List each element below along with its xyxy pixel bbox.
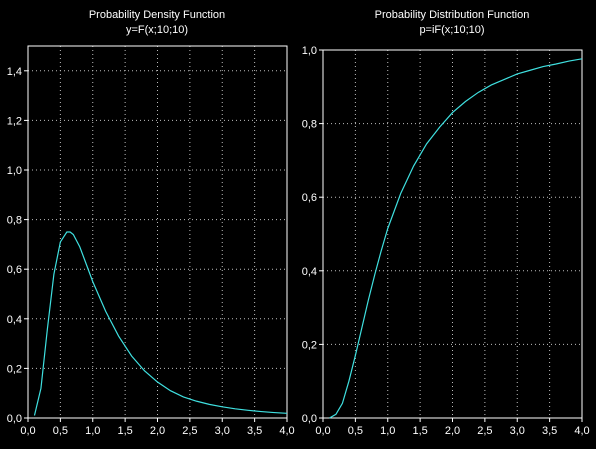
cdf-y-tick-label: 1,0 <box>302 45 317 57</box>
cdf-y-tick-label: 0,6 <box>302 192 317 204</box>
pdf-subtitle: y=F(x;10;10) <box>126 24 188 36</box>
pdf-y-tick-label: 1,0 <box>7 165 22 177</box>
pdf-series-line <box>33 231 288 416</box>
cdf-x-tick-label: 3,0 <box>510 425 525 437</box>
cdf-title: Probability Distribution Function <box>375 9 530 21</box>
pdf-x-tick-label: 1,5 <box>117 425 132 437</box>
pdf-x-tick-label: 0,5 <box>53 425 68 437</box>
pdf-y-tick-label: 0,8 <box>7 215 22 227</box>
pdf-y-tick-label: 0,2 <box>7 363 22 375</box>
pdf-x-tick-label: 1,0 <box>85 425 100 437</box>
cdf-x-tick-label: 4,0 <box>574 425 589 437</box>
cdf-panel: Probability Distribution Function p=iF(x… <box>302 9 590 437</box>
cdf-y-tick-label: 0,4 <box>302 266 317 278</box>
cdf-x-tick-label: 0,0 <box>315 425 330 437</box>
pdf-y-tick-label: 1,4 <box>7 66 22 78</box>
cdf-x-tick-label: 3,5 <box>542 425 557 437</box>
cdf-x-tick-label: 0,5 <box>348 425 363 437</box>
cdf-y-tick-label: 0,0 <box>302 413 317 425</box>
pdf-title: Probability Density Function <box>89 9 225 21</box>
pdf-x-tick-label: 3,5 <box>247 425 262 437</box>
pdf-y-tick-label: 0,0 <box>7 413 22 425</box>
cdf-x-tick-label: 1,0 <box>380 425 395 437</box>
cdf-x-tick-label: 2,5 <box>477 425 492 437</box>
pdf-y-tick-label: 0,4 <box>7 314 22 326</box>
cdf-series-line <box>329 58 583 419</box>
pdf-y-tick-label: 0,6 <box>7 264 22 276</box>
pdf-y-tick-label: 1,2 <box>7 115 22 127</box>
cdf-y-tick-label: 0,2 <box>302 339 317 351</box>
cdf-x-tick-label: 2,0 <box>445 425 460 437</box>
pdf-x-tick-label: 2,0 <box>150 425 165 437</box>
pdf-x-tick-label: 0,0 <box>20 425 35 437</box>
cdf-x-tick-label: 1,5 <box>412 425 427 437</box>
pdf-x-tick-label: 3,0 <box>215 425 230 437</box>
cdf-subtitle: p=iF(x;10;10) <box>419 24 484 36</box>
pdf-panel: Probability Density Function y=F(x;10;10… <box>7 9 295 437</box>
cdf-y-tick-label: 0,8 <box>302 119 317 131</box>
pdf-x-tick-label: 4,0 <box>279 425 294 437</box>
pdf-x-tick-label: 2,5 <box>182 425 197 437</box>
